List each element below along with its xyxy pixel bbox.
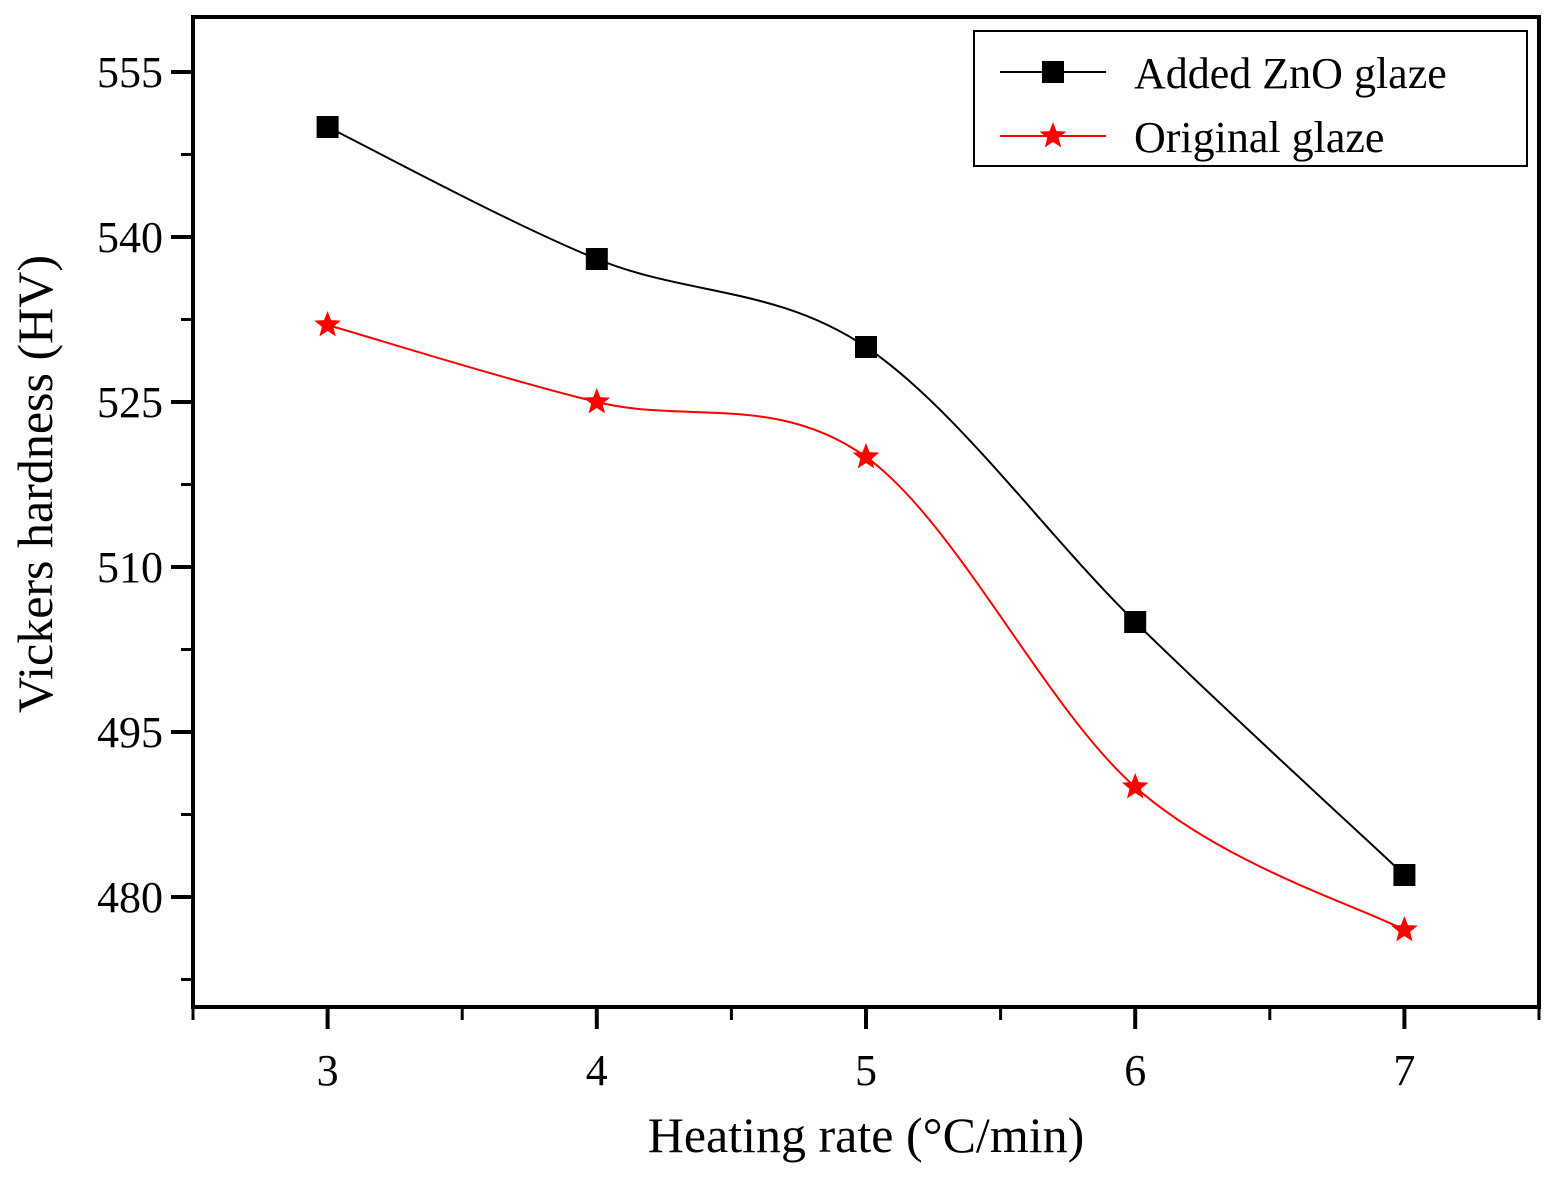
x-tick-label: 7 [1393,1046,1415,1095]
legend-item: Added ZnO glaze [1000,49,1447,98]
y-tick-label: 495 [97,708,163,757]
data-point-square [855,336,877,358]
data-point-star [1121,773,1149,799]
legend-box [973,30,1528,167]
x-axis-title: Heating rate (°C/min) [648,1107,1085,1163]
series-added-zno-glaze [316,116,1416,886]
y-tick-label: 510 [97,543,163,592]
y-tick-label: 555 [97,48,163,97]
x-tick-label: 5 [855,1046,877,1095]
data-point-star [314,311,341,337]
legend-label: Original glaze [1134,113,1384,162]
x-tick-label: 4 [586,1046,608,1095]
data-point-square [585,248,608,270]
legend: Added ZnO glaze Original glaze [973,30,1528,167]
legend-label: Added ZnO glaze [1134,49,1447,98]
series-original-glaze [314,311,1418,942]
data-point-square [316,116,339,138]
x-tick-label: 6 [1124,1046,1146,1095]
y-tick-label: 480 [97,873,163,922]
data-point-star [583,388,611,414]
legend-star-marker-icon [1039,122,1067,148]
y-axis-ticks: 480 495 510 525 540 555 [97,48,193,981]
series-layer [314,116,1418,942]
data-point-square [1393,864,1416,886]
legend-item: Original glaze [1000,113,1384,162]
data-point-star [852,443,880,469]
y-tick-label: 540 [97,213,163,262]
data-point-square [1124,611,1147,633]
y-tick-label: 525 [97,378,163,427]
legend-square-marker-icon [1042,61,1064,83]
x-axis-ticks: 3 4 5 6 7 [191,1007,1541,1095]
data-point-star [1391,916,1418,942]
x-tick-label: 3 [317,1046,339,1095]
series-line [327,324,1405,931]
y-axis-title: Vickers hardness (HV) [7,255,63,713]
series-line [327,126,1406,876]
